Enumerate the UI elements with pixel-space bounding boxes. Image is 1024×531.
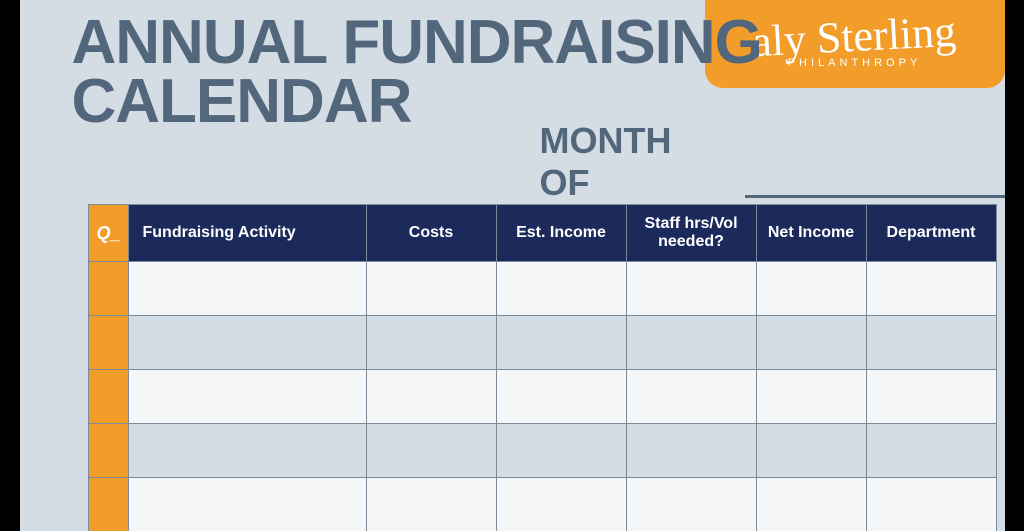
cell-est_income[interactable] xyxy=(496,424,626,478)
table-row xyxy=(88,262,996,316)
month-of-row: MONTH OF xyxy=(540,120,1005,204)
cell-costs[interactable] xyxy=(366,316,496,370)
table-row xyxy=(88,370,996,424)
table-row xyxy=(88,316,996,370)
cell-department[interactable] xyxy=(866,478,996,531)
cell-department[interactable] xyxy=(866,262,996,316)
cell-staff[interactable] xyxy=(626,262,756,316)
cell-activity[interactable] xyxy=(128,316,366,370)
cell-net_income[interactable] xyxy=(756,262,866,316)
cell-activity[interactable] xyxy=(128,424,366,478)
table-row xyxy=(88,424,996,478)
col-header-q: Q_ xyxy=(88,205,128,262)
table-header-row: Q_Fundraising ActivityCostsEst. IncomeSt… xyxy=(88,205,996,262)
cell-activity[interactable] xyxy=(128,262,366,316)
cell-q[interactable] xyxy=(88,424,128,478)
cell-activity[interactable] xyxy=(128,370,366,424)
calendar-table: Q_Fundraising ActivityCostsEst. IncomeSt… xyxy=(88,204,997,531)
col-header-staff: Staff hrs/Vol needed? xyxy=(626,205,756,262)
cell-costs[interactable] xyxy=(366,478,496,531)
cell-est_income[interactable] xyxy=(496,316,626,370)
table-row xyxy=(88,478,996,531)
col-header-activity: Fundraising Activity xyxy=(128,205,366,262)
cell-net_income[interactable] xyxy=(756,424,866,478)
cell-est_income[interactable] xyxy=(496,370,626,424)
cell-net_income[interactable] xyxy=(756,370,866,424)
cell-costs[interactable] xyxy=(366,262,496,316)
cell-staff[interactable] xyxy=(626,424,756,478)
cell-costs[interactable] xyxy=(366,424,496,478)
cell-staff[interactable] xyxy=(626,370,756,424)
cell-staff[interactable] xyxy=(626,316,756,370)
cell-est_income[interactable] xyxy=(496,262,626,316)
cell-q[interactable] xyxy=(88,316,128,370)
col-header-costs: Costs xyxy=(366,205,496,262)
cell-q[interactable] xyxy=(88,478,128,531)
col-header-est_income: Est. Income xyxy=(496,205,626,262)
title-line-1: ANNUAL FUNDRAISING xyxy=(72,14,762,73)
cell-est_income[interactable] xyxy=(496,478,626,531)
table-header: Q_Fundraising ActivityCostsEst. IncomeSt… xyxy=(88,205,996,262)
cell-q[interactable] xyxy=(88,262,128,316)
page: aly Sterling PHILANTHROPY ANNUAL FUNDRAI… xyxy=(20,0,1005,531)
cell-net_income[interactable] xyxy=(756,316,866,370)
month-of-blank-line[interactable] xyxy=(745,195,1004,198)
cell-activity[interactable] xyxy=(128,478,366,531)
month-of-label: MONTH OF xyxy=(540,120,732,204)
calendar-table-wrap: Q_Fundraising ActivityCostsEst. IncomeSt… xyxy=(88,204,964,531)
cell-net_income[interactable] xyxy=(756,478,866,531)
col-header-net_income: Net Income xyxy=(756,205,866,262)
table-body xyxy=(88,262,996,531)
cell-costs[interactable] xyxy=(366,370,496,424)
cell-department[interactable] xyxy=(866,370,996,424)
cell-staff[interactable] xyxy=(626,478,756,531)
col-header-department: Department xyxy=(866,205,996,262)
cell-department[interactable] xyxy=(866,424,996,478)
cell-q[interactable] xyxy=(88,370,128,424)
logo-script-text: aly Sterling xyxy=(751,10,957,65)
page-title: ANNUAL FUNDRAISING CALENDAR xyxy=(72,14,762,132)
cell-department[interactable] xyxy=(866,316,996,370)
